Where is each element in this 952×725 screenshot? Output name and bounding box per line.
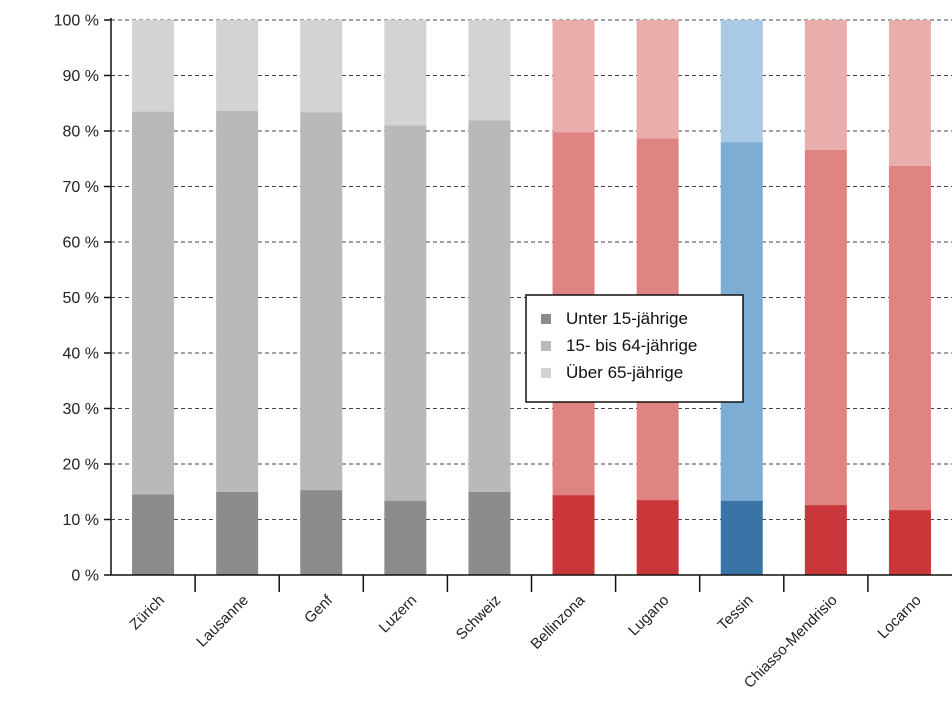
bar-segment: [552, 495, 595, 575]
bar-segment: [216, 111, 259, 492]
bar-segment: [468, 120, 511, 492]
bar-segment: [888, 165, 931, 511]
bar-segment: [132, 111, 175, 495]
bar-segment: [636, 500, 679, 575]
y-tick-label: 20 %: [63, 457, 99, 474]
y-tick-label: 40 %: [63, 346, 99, 363]
legend-swatch: [541, 368, 551, 378]
bar-segment: [888, 20, 931, 166]
bar-segment: [216, 491, 259, 575]
x-tick-label: Lugano: [625, 592, 672, 639]
x-tick-label: Schweiz: [453, 592, 505, 644]
bar-segment: [468, 491, 511, 575]
legend-swatch: [541, 341, 551, 351]
x-tick-label: Locarno: [874, 592, 924, 642]
x-axis-ticks: Zürich Lausanne Genf Luzern Schweiz Bellinzon…: [126, 575, 925, 692]
x-tick-label: Genf: [301, 591, 337, 627]
y-tick-label: 100 %: [54, 13, 99, 30]
x-tick-label: Lausanne: [193, 592, 252, 651]
legend-label: Über 65-jährige: [566, 363, 683, 382]
bar-segment: [888, 510, 931, 575]
y-tick-label: 10 %: [63, 512, 99, 529]
y-tick-label: 30 %: [63, 401, 99, 418]
x-tick-label: Chiasso-Mendrisio: [741, 592, 841, 692]
bar-segment: [804, 20, 847, 150]
bar-segment: [804, 505, 847, 575]
bar-segment: [384, 500, 427, 575]
y-tick-label: 80 %: [63, 124, 99, 141]
bar-segment: [132, 20, 175, 112]
bar-segment: [804, 149, 847, 506]
bar-segment: [132, 494, 175, 575]
x-tick-label: Luzern: [376, 592, 420, 636]
x-tick-label: Tessin: [714, 592, 756, 634]
y-tick-label: 70 %: [63, 179, 99, 196]
bar-segment: [300, 20, 343, 113]
bar-segment: [636, 20, 679, 139]
y-tick-label: 60 %: [63, 235, 99, 252]
bar-segment: [384, 125, 427, 501]
bar-segment: [300, 112, 343, 491]
x-tick-label: Zürich: [126, 592, 167, 633]
legend-label: Unter 15-jährige: [566, 309, 688, 328]
y-axis-ticks: 0 % 10 % 20 % 30 % 40 % 50 % 60 % 70 % 80 % 90 % 1…: [54, 13, 111, 585]
bar-segment: [552, 20, 595, 133]
legend-box: [525, 294, 744, 403]
bar-segment: [468, 20, 511, 121]
bar-segment: [720, 20, 763, 143]
bar-segment: [720, 500, 763, 575]
legend-swatch: [541, 314, 551, 324]
y-tick-label: 90 %: [63, 68, 99, 85]
x-tick-label: Bellinzona: [527, 591, 588, 652]
y-tick-label: 0 %: [71, 568, 99, 585]
bar-segment: [216, 20, 259, 112]
bars: [132, 20, 931, 575]
bar-segment: [300, 490, 343, 575]
legend: Unter 15-jährige 15- bis 64-jährige Über 6…: [525, 294, 744, 403]
y-tick-label: 50 %: [63, 290, 99, 307]
legend-label: 15- bis 64-jährige: [566, 336, 697, 355]
bar-segment: [384, 20, 427, 126]
